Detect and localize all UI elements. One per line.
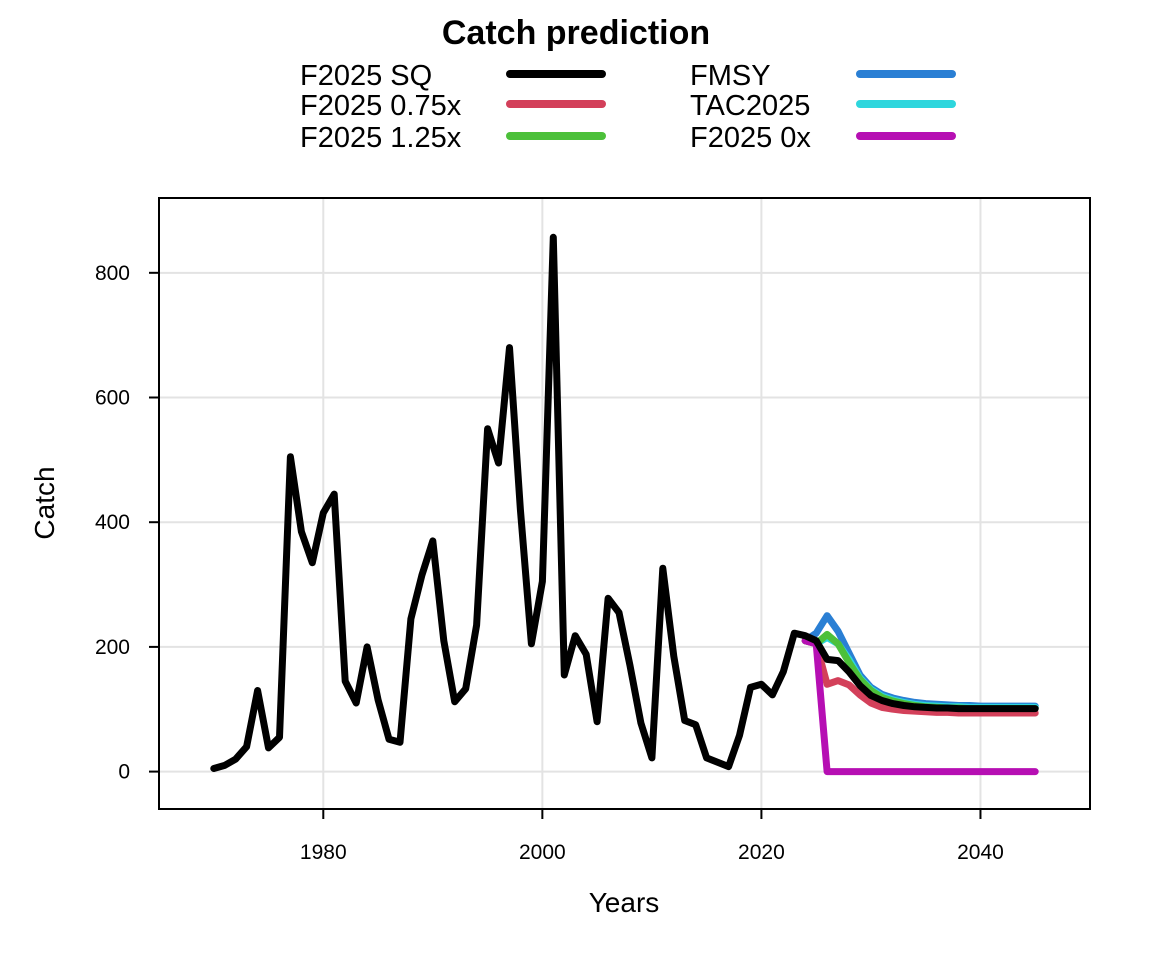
legend-label: F2025 0x	[690, 122, 811, 154]
series-line-f2025-0-75x	[801, 637, 1039, 717]
legend-label: F2025 1.25x	[300, 122, 462, 154]
y-tick-label: 600	[95, 387, 130, 410]
legend-item-f2025-sq: F2025 SQ	[300, 60, 606, 92]
series-line-f2025-0x	[801, 637, 1039, 776]
legend-item-fmsy: FMSY	[690, 60, 956, 92]
y-tick-label: 200	[95, 636, 130, 659]
x-tick-label: 2000	[519, 841, 566, 864]
x-tick-label: 2040	[957, 841, 1004, 864]
legend-item-tac2025: TAC2025	[690, 90, 956, 122]
legend-item-f2025-0-75x: F2025 0.75x	[300, 90, 606, 122]
x-tick-label: 1980	[300, 841, 347, 864]
y-tick-label: 0	[118, 761, 130, 784]
legend-label: TAC2025	[690, 90, 810, 122]
x-tick-label: 2020	[738, 841, 785, 864]
legend-label: F2025 0.75x	[300, 90, 462, 122]
chart-title: Catch prediction	[442, 14, 710, 52]
legend-label: F2025 SQ	[300, 60, 432, 92]
legend-label: FMSY	[690, 60, 771, 92]
y-axis: 0 200 400 600 800	[95, 262, 159, 784]
legend-item-f2025-0x: F2025 0x	[690, 122, 956, 154]
legend-item-f2025-1-25x: F2025 1.25x	[300, 122, 606, 154]
x-axis-title: Years	[589, 887, 660, 918]
y-tick-label: 400	[95, 511, 130, 534]
plot-frame	[158, 197, 1091, 810]
series-layer	[210, 233, 1039, 776]
x-axis: 1980 2000 2020 2040	[300, 809, 1004, 864]
y-tick-label: 800	[95, 262, 130, 285]
series-line-f2025-sq	[210, 233, 1039, 772]
y-axis-title: Catch	[29, 466, 60, 539]
series-line-f2025-1-25x	[801, 630, 1039, 713]
